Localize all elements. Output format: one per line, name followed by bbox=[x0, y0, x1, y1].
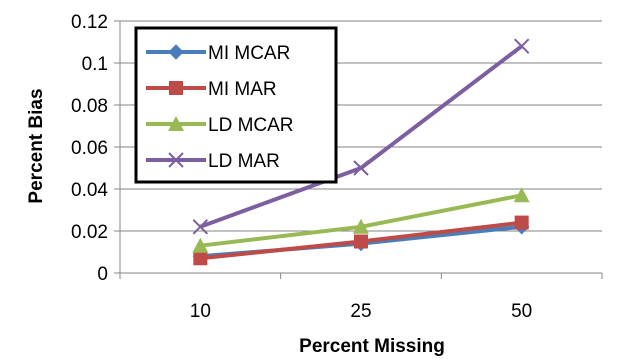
y-axis-title: Percent Bias bbox=[26, 88, 47, 203]
data-point-ld-mcar bbox=[513, 187, 530, 203]
legend-item-ld-mcar: LD MCAR bbox=[146, 115, 294, 136]
data-point-ld-mar bbox=[513, 38, 530, 54]
series-ld-mar bbox=[192, 38, 530, 235]
y-tick-labels: 0 0.02 0.04 0.06 0.08 0.1 0.12 bbox=[71, 12, 108, 285]
y-tick-label: 0.12 bbox=[71, 12, 108, 33]
data-point-ld-mcar bbox=[353, 218, 369, 234]
y-tick-label: 0 bbox=[97, 264, 108, 285]
y-tick-label: 0.02 bbox=[71, 222, 108, 243]
y-tick-label: 0.04 bbox=[71, 180, 108, 201]
legend-marker-mi-mar bbox=[169, 81, 183, 95]
legend-item-ld-mar: LD MAR bbox=[146, 151, 280, 172]
x-tick-labels: 10 25 50 bbox=[190, 301, 532, 322]
series-mi-mar bbox=[193, 215, 529, 266]
y-tick-label: 0.06 bbox=[71, 138, 108, 159]
legend-marker-ld-mcar bbox=[168, 116, 184, 131]
x-tick-label: 50 bbox=[511, 301, 532, 322]
series-ld-mcar bbox=[192, 187, 530, 253]
x-axis-title: Percent Missing bbox=[299, 336, 445, 357]
legend-marker-mi-mcar bbox=[168, 44, 184, 60]
data-point-mi-mar bbox=[193, 251, 208, 266]
legend-label: LD MCAR bbox=[208, 115, 294, 136]
series-lines bbox=[192, 38, 530, 266]
data-point-ld-mar bbox=[192, 219, 209, 235]
legend-label: MI MAR bbox=[208, 79, 277, 100]
x-tick-label: 25 bbox=[350, 301, 371, 322]
axes bbox=[114, 20, 603, 279]
data-point-ld-mcar bbox=[192, 237, 209, 253]
legend-marker-ld-mar bbox=[168, 152, 184, 168]
data-point-ld-mar bbox=[353, 160, 369, 176]
y-tick-label: 0.08 bbox=[71, 96, 108, 117]
legend-label: LD MAR bbox=[208, 151, 280, 172]
data-point-mi-mar bbox=[354, 234, 368, 249]
legend-item-mi-mcar: MI MCAR bbox=[146, 43, 290, 64]
y-tick-label: 0.1 bbox=[82, 54, 108, 75]
legend-label: MI MCAR bbox=[208, 43, 290, 64]
legend-item-mi-mar: MI MAR bbox=[146, 79, 277, 100]
data-point-mi-mar bbox=[514, 215, 529, 230]
x-tick-label: 10 bbox=[190, 301, 211, 322]
legend: MI MCAR MI MAR LD MCAR LD MAR bbox=[134, 26, 338, 184]
